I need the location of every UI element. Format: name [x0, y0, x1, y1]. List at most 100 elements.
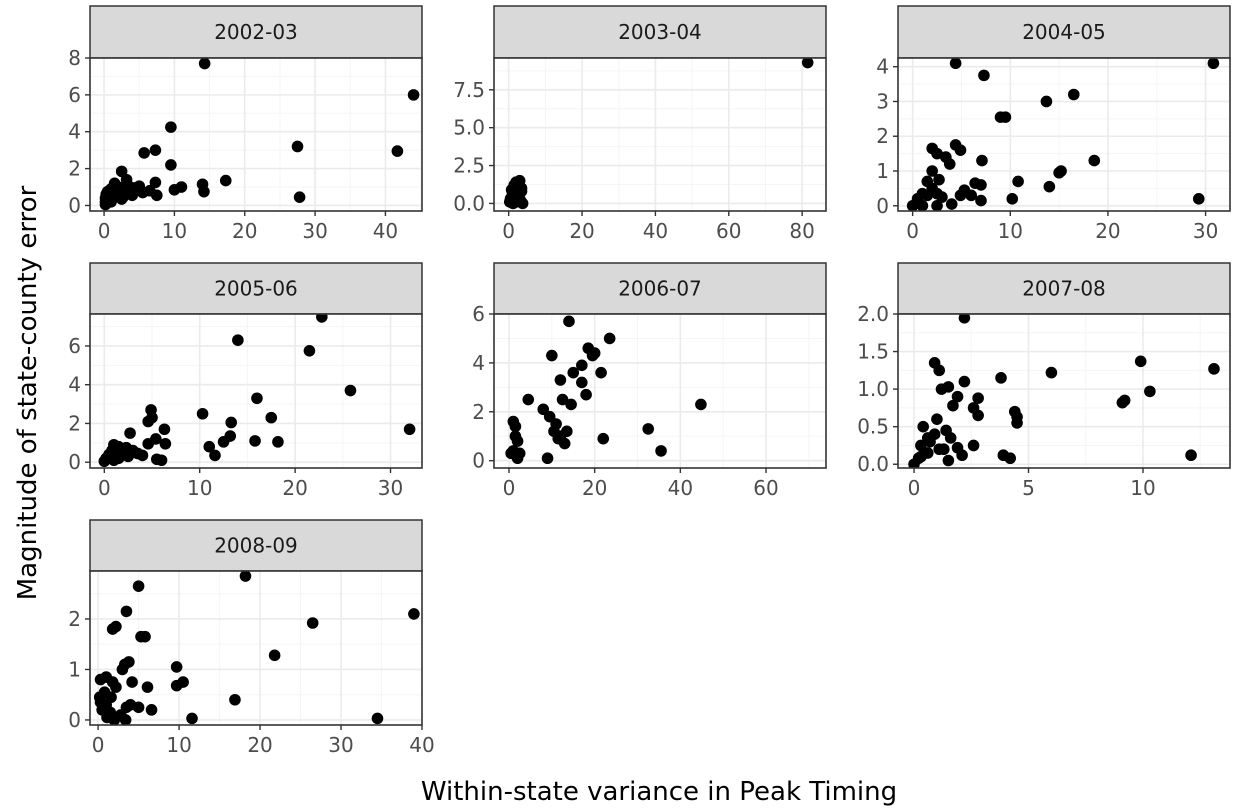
facet-panel: 2007-08 0 5 10 0.0 0.5 1.0 1.5 2.0: [857, 262, 1231, 500]
panel-border: [493, 313, 827, 469]
data-point: [561, 425, 573, 438]
data-point: [1053, 166, 1065, 179]
data-point: [251, 392, 263, 405]
x-tick-label: 5: [1022, 476, 1035, 500]
data-point: [801, 58, 814, 69]
data-point: [915, 439, 927, 452]
data-point: [933, 364, 946, 377]
data-point: [975, 179, 987, 191]
scatter-points: [99, 58, 420, 211]
y-tick-label: 1: [876, 159, 889, 183]
y-tick-label: 6: [68, 334, 81, 358]
facet-panel: 2004-05 0 10 20 30 0 1 2 3 4: [876, 5, 1231, 243]
data-point: [552, 432, 565, 445]
x-tick-label: 10: [1130, 476, 1155, 500]
y-tick-label: 1: [68, 657, 81, 681]
x-tick-label: 0: [92, 733, 105, 757]
data-point: [1192, 193, 1205, 205]
data-point: [931, 199, 943, 211]
y-tick-label: 0: [876, 194, 889, 218]
data-point: [958, 314, 971, 324]
x-tick-label: 10: [187, 476, 212, 500]
data-point: [232, 334, 244, 346]
data-point: [965, 189, 978, 202]
data-point: [403, 423, 416, 436]
data-point: [597, 432, 610, 445]
facet-strip: [493, 262, 827, 315]
y-tick-label: 0: [472, 449, 485, 473]
x-tick-label: 0: [503, 476, 516, 500]
data-point: [576, 376, 588, 389]
data-point: [306, 617, 319, 629]
y-tick-label: 1.0: [857, 377, 889, 401]
data-point: [554, 374, 567, 386]
data-point: [132, 701, 145, 714]
data-point: [926, 165, 938, 177]
data-point: [954, 189, 967, 202]
data-point: [926, 182, 938, 195]
data-point: [915, 450, 927, 463]
data-point: [141, 681, 154, 693]
data-point: [155, 454, 168, 467]
data-point: [1004, 452, 1016, 465]
data-point: [994, 111, 1007, 123]
scatter-points: [908, 314, 1220, 468]
gridlines: [494, 58, 826, 211]
y-tick-label: 2.0: [857, 302, 889, 326]
data-point: [344, 384, 357, 397]
data-point: [138, 147, 150, 159]
data-point: [917, 420, 929, 433]
data-point: [942, 454, 955, 467]
data-point: [120, 441, 133, 454]
y-tick-label: 4: [472, 351, 485, 375]
data-point: [975, 194, 987, 207]
x-tick-label: 20: [1095, 219, 1120, 243]
facet-strip-label: 2002-03: [214, 20, 298, 44]
data-point: [944, 432, 957, 444]
data-point: [541, 452, 554, 465]
facet-strip-label: 2005-06: [214, 277, 298, 301]
data-point: [567, 366, 580, 379]
y-tick-label: 0: [68, 708, 81, 732]
y-tick-label: 2: [68, 157, 81, 181]
data-point: [978, 69, 990, 82]
data-point: [170, 679, 183, 692]
panel-border: [897, 313, 1231, 469]
data-point: [186, 712, 198, 725]
x-tick-label: 10: [162, 219, 187, 243]
y-tick-label: 3: [876, 89, 889, 113]
data-point: [198, 58, 211, 70]
data-point: [116, 663, 129, 676]
y-tick-label: 4: [876, 55, 889, 79]
panel-background: [898, 58, 1230, 211]
data-point: [106, 623, 119, 635]
data-point: [522, 393, 535, 406]
facet-strip: [897, 262, 1231, 315]
facet-panel: 2005-06 0 10 20 30 0 2 4 6: [68, 262, 423, 500]
x-tick-label: 60: [753, 476, 778, 500]
data-point: [935, 383, 948, 395]
x-tick-label: 0: [502, 219, 515, 243]
data-point: [951, 390, 964, 403]
x-tick-label: 0: [908, 476, 921, 500]
data-point: [556, 393, 569, 406]
x-tick-label: 40: [668, 476, 693, 500]
data-point: [229, 693, 241, 706]
data-point: [293, 191, 306, 203]
facet-panel: 2003-04 0 20 40 60 80 0.0 2.5 5.0 7.5: [453, 5, 827, 243]
data-point: [1043, 180, 1056, 193]
data-point: [580, 388, 592, 401]
x-tick-label: 10: [166, 733, 191, 757]
facet-strip-label: 2008-09: [214, 534, 298, 558]
data-point: [135, 630, 147, 643]
facet-strip: [493, 5, 827, 59]
data-point: [225, 416, 237, 429]
data-point: [1116, 396, 1129, 409]
data-point: [1208, 363, 1220, 375]
gridlines: [90, 314, 422, 468]
data-point: [108, 714, 121, 725]
data-point: [110, 681, 122, 693]
y-tick-label: 4: [68, 120, 81, 144]
data-point: [916, 199, 929, 211]
